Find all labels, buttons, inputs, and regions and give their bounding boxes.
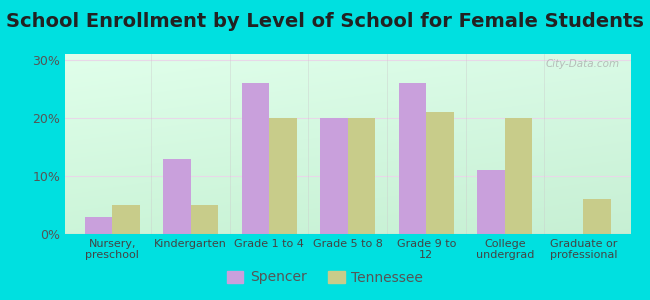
Bar bbox=[190, 205, 218, 234]
Text: City-Data.com: City-Data.com bbox=[545, 59, 619, 69]
Legend: Spencer, Tennessee: Spencer, Tennessee bbox=[221, 265, 429, 290]
Bar bbox=[505, 118, 532, 234]
Bar bbox=[426, 112, 454, 234]
Bar bbox=[477, 170, 505, 234]
Bar bbox=[399, 83, 426, 234]
Bar bbox=[320, 118, 348, 234]
Bar bbox=[112, 205, 140, 234]
Bar bbox=[84, 217, 112, 234]
Bar bbox=[242, 83, 269, 234]
Bar bbox=[163, 158, 190, 234]
Bar bbox=[269, 118, 296, 234]
Bar bbox=[348, 118, 375, 234]
Bar bbox=[584, 199, 611, 234]
Text: School Enrollment by Level of School for Female Students: School Enrollment by Level of School for… bbox=[6, 12, 644, 31]
